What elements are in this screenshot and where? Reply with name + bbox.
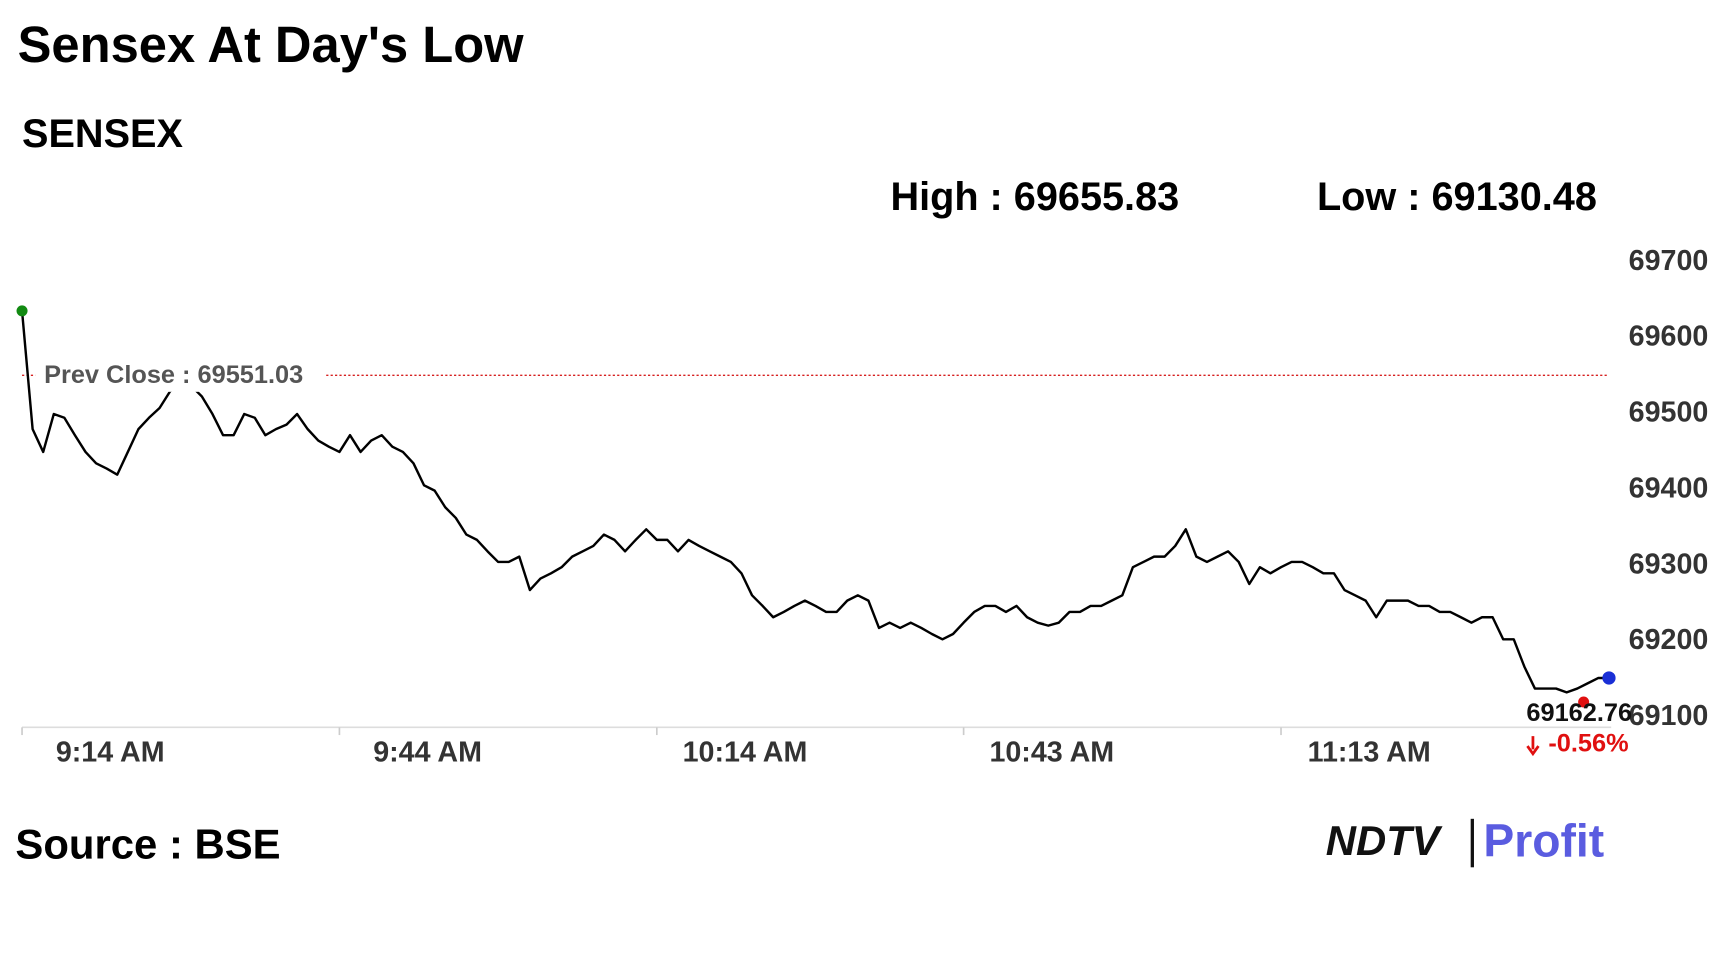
logo-brand: NDTV [1326,817,1443,864]
y-tick-label: 69100 [1629,700,1709,732]
start-marker [16,305,28,317]
y-tick-label: 69400 [1629,472,1709,504]
chart-title: Sensex At Day's Low [18,16,525,73]
current-value: 69162.76 [1526,699,1632,727]
prev-close-label-bg [35,356,324,392]
y-tick-label: 69200 [1629,624,1709,656]
logo-product: Profit [1483,814,1604,866]
x-tick-label: 11:13 AM [1308,736,1431,768]
x-tick-label: 9:44 AM [373,736,482,768]
low-label: Low : 69130.48 [1317,175,1597,219]
source: Source : BSE [15,821,280,868]
chart-subtitle: SENSEX [22,112,183,156]
down-arrow [1526,736,1540,757]
x-tick-label: 9:14 AM [56,736,165,768]
change-label: -0.56% [1548,730,1628,758]
y-tick-label: 69500 [1629,397,1709,429]
end-marker [1602,671,1616,685]
current-marker [1578,696,1590,708]
y-tick-label: 69700 [1629,245,1709,277]
high-label: High : 69655.83 [890,175,1179,219]
y-tick-label: 69300 [1629,548,1709,580]
prev-close-label: Prev Close : 69551.03 [44,361,303,389]
price-line [20,310,1609,694]
y-tick-label: 69600 [1629,321,1709,353]
x-tick-label: 10:14 AM [683,736,808,768]
x-tick-label: 10:43 AM [989,736,1114,768]
